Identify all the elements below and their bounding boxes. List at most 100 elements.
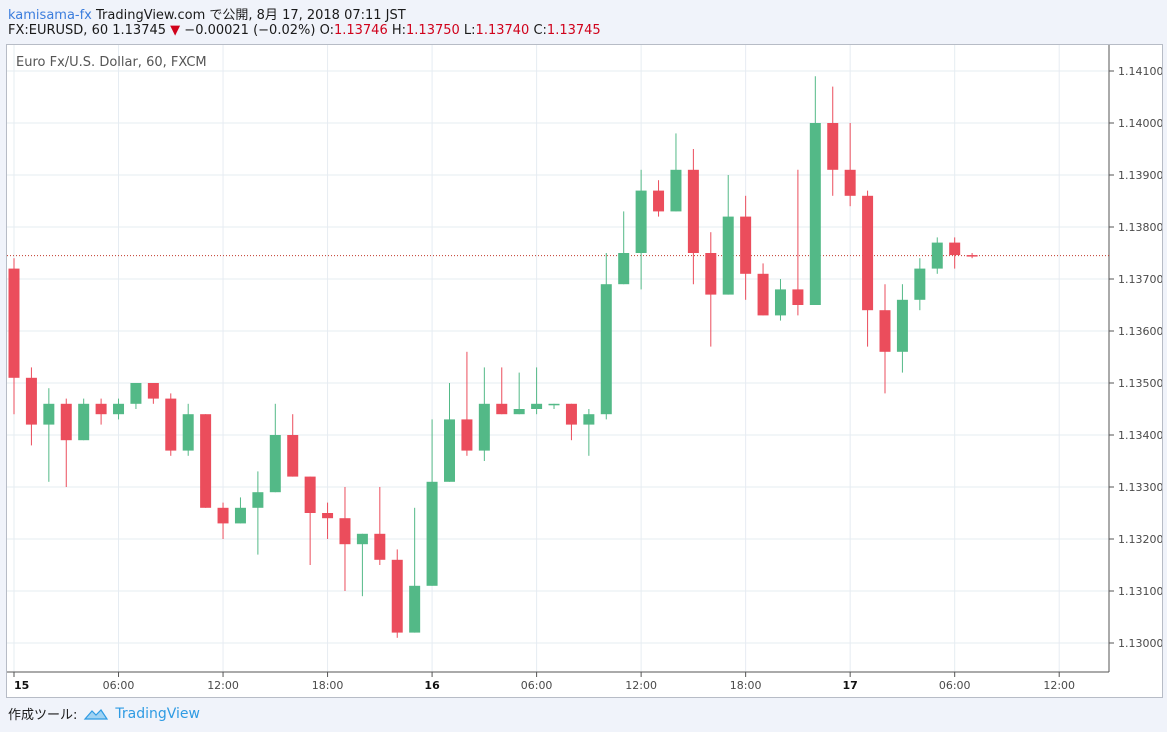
y-tick-label: 1.13300: [1118, 481, 1162, 494]
candle-body: [687, 169, 699, 253]
y-tick-label: 1.13500: [1118, 377, 1162, 390]
candle-body: [844, 169, 856, 196]
close-value: 1.13745: [546, 23, 601, 38]
x-tick-label: 18:00: [730, 679, 762, 692]
y-tick-label: 1.13200: [1118, 533, 1162, 546]
candle-body: [496, 403, 508, 415]
tradingview-brand-link[interactable]: TradingView: [115, 705, 200, 722]
x-tick-label: 06:00: [521, 679, 553, 692]
header-line-1: kamisama-fx TradingView.com で公開, 8月 17, …: [8, 4, 406, 23]
candle-body: [339, 518, 351, 545]
candle-body: [618, 253, 630, 285]
last-price: 1.13745: [112, 23, 167, 38]
candle-body: [635, 190, 647, 253]
low-label: L:: [463, 23, 476, 38]
footer: 作成ツール: TradingView: [8, 704, 200, 724]
open-label: O:: [319, 23, 334, 38]
tradingview-cloud-icon[interactable]: [83, 707, 109, 721]
price-axis-bg: [1109, 45, 1162, 697]
candle-body: [653, 190, 665, 212]
x-tick-label: 12:00: [625, 679, 657, 692]
candle-body: [670, 169, 682, 212]
candle-body: [461, 419, 473, 451]
candle-body: [531, 403, 543, 409]
high-value: 1.13750: [406, 23, 460, 38]
price-change: −0.00021 (−0.02%): [184, 23, 316, 38]
candle-body: [200, 414, 212, 508]
y-tick-label: 1.13000: [1118, 637, 1162, 650]
candle-body: [949, 242, 961, 256]
candle-body: [879, 310, 891, 352]
x-tick-label: 12:00: [1043, 679, 1075, 692]
header-line-2: FX:EURUSD, 60 1.13745 ▼ −0.00021 (−0.02%…: [8, 23, 601, 38]
candle-body: [234, 507, 246, 524]
candle-body: [130, 383, 142, 404]
candle-body: [600, 284, 612, 415]
candle-body: [78, 403, 90, 441]
candle-body: [287, 435, 299, 477]
candle-body: [757, 273, 769, 316]
low-value: 1.13740: [475, 23, 530, 38]
y-tick-label: 1.13600: [1118, 325, 1162, 338]
symbol-label: FX:EURUSD, 60: [8, 23, 109, 38]
candle-body: [60, 403, 72, 441]
candle-body: [217, 507, 229, 524]
candle-body: [426, 481, 438, 586]
high-label: H:: [391, 23, 407, 38]
candle-body: [862, 195, 874, 311]
candle-body: [565, 403, 577, 425]
candle-body: [147, 383, 159, 399]
down-arrow-icon: ▼: [170, 23, 181, 38]
candle-body: [409, 585, 421, 633]
candle-body: [931, 242, 943, 269]
y-tick-label: 1.13700: [1118, 273, 1162, 286]
candle-body: [356, 533, 368, 545]
candle-body: [304, 476, 316, 513]
candle-body: [391, 559, 403, 633]
candle-body: [113, 403, 125, 415]
candle-body: [478, 403, 490, 451]
x-tick-label: 06:00: [939, 679, 971, 692]
candle-body: [740, 216, 752, 274]
candle-body: [583, 414, 595, 425]
candle-body: [809, 123, 821, 305]
candle-body: [914, 268, 926, 300]
x-tick-label: 15: [14, 679, 29, 692]
chart-title: Euro Fx/U.S. Dollar, 60, FXCM: [16, 55, 207, 70]
candle-body: [548, 403, 560, 406]
candle-body: [792, 289, 804, 305]
candle-body: [827, 123, 839, 170]
chart-frame[interactable]: 1.13000 1.13100 1.13200 1.13300 1.13400 1.135…: [6, 44, 1164, 698]
x-tick-label: 17: [843, 679, 858, 692]
y-tick-label: 1.13800: [1118, 221, 1162, 234]
candle-body: [182, 414, 194, 451]
footer-label: 作成ツール:: [8, 708, 78, 723]
author-link[interactable]: kamisama-fx: [8, 8, 92, 23]
candle-body: [25, 377, 37, 425]
candle-body: [374, 533, 386, 560]
candle-body: [722, 216, 734, 295]
x-tick-label: 18:00: [312, 679, 344, 692]
x-tick-label: 16: [424, 679, 440, 692]
y-tick-label: 1.13400: [1118, 429, 1162, 442]
candle-body: [513, 409, 525, 415]
y-tick-label: 1.13100: [1118, 585, 1162, 598]
y-tick-label: 1.14100: [1118, 65, 1162, 78]
y-tick-label: 1.14000: [1118, 117, 1162, 130]
published-info: TradingView.com で公開, 8月 17, 2018 07:11 J…: [96, 8, 406, 23]
close-label: C:: [533, 23, 547, 38]
candle-body: [966, 255, 978, 257]
candle-body: [774, 289, 786, 316]
candle-body: [8, 268, 20, 378]
candle-body: [95, 403, 107, 415]
candle-body: [43, 403, 55, 425]
open-value: 1.13746: [333, 23, 388, 38]
candlestick-chart[interactable]: 1.13000 1.13100 1.13200 1.13300 1.13400 1.135…: [7, 45, 1164, 697]
y-tick-label: 1.13900: [1118, 169, 1162, 182]
x-tick-label: 12:00: [207, 679, 239, 692]
candle-body: [252, 492, 264, 508]
candle-body: [896, 299, 908, 352]
candle-body: [165, 398, 177, 451]
candle-body: [322, 513, 334, 519]
candle-body: [705, 253, 717, 295]
